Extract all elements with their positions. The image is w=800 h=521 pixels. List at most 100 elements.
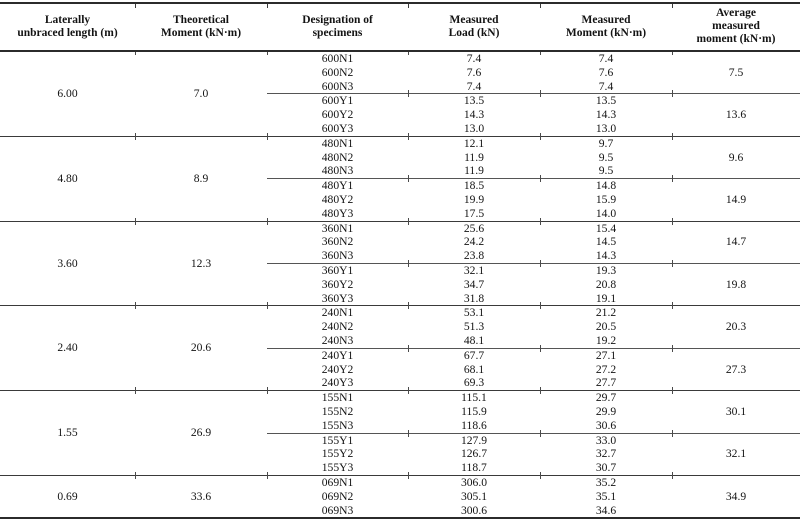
measured-load-cell: 13.5	[407, 90, 540, 109]
table-body: 6.00 7.0 600N1 7.4 7.4 7.5 600N2 7.6 7.6 600N3 7.4…	[0, 51, 800, 519]
theoretical-moment-cell: 7.0	[134, 51, 267, 136]
designation-cell: 240Y2	[321, 362, 354, 376]
average-moment-cell: 30.1	[671, 387, 800, 434]
specimen-row: 600Y3 13.0 13.0	[0, 122, 800, 136]
specimen-row: 600N2 7.6 7.6	[0, 66, 800, 80]
average-moment-cell: 14.9	[671, 175, 800, 222]
specimen-row: 155N2 115.9 29.9	[0, 405, 800, 419]
specimen-row: 069N3 300.6 34.6	[0, 504, 800, 519]
average-moment-cell: 34.9	[671, 472, 800, 519]
specimen-row: 480N3 11.9 9.5	[0, 164, 800, 178]
measured-load-cell: 127.9	[407, 429, 540, 448]
specimen-row: 069N2 305.1 35.1	[0, 490, 800, 504]
average-moment-cell: 14.7	[671, 218, 800, 264]
designation-cell: 480Y3	[321, 206, 354, 220]
designation-cell: 480N3	[321, 164, 354, 178]
designation-cell: 155N2	[321, 404, 354, 418]
designation-cell: 069N2	[321, 489, 354, 503]
specimen-row: 600N3 7.4 7.4	[0, 80, 800, 94]
designation-cell: 155Y2	[321, 447, 354, 461]
unbraced-length-cell: 0.69	[0, 474, 135, 519]
designation-cell: 600N1	[266, 51, 408, 66]
measured-load-cell: 24.2	[463, 235, 485, 249]
specimen-row: 600Y1 13.5 13.5 13.6	[0, 90, 800, 137]
measured-load-cell: 17.5	[463, 206, 485, 220]
designation-cell: 480Y1	[267, 178, 408, 193]
specimen-row: 155Y1 127.9 33.0 32.1	[0, 429, 800, 476]
average-moment-cell: 7.5	[671, 51, 800, 94]
specimen-row: 6.00 7.0 600N1 7.4 7.4 7.5	[0, 51, 800, 100]
designation-cell: 155Y1	[267, 432, 408, 448]
measured-moment-cell: 27.7	[595, 376, 617, 390]
measured-moment-cell: 21.2	[539, 302, 672, 321]
designation-cell: 480N2	[321, 150, 354, 164]
designation-cell: 155Y3	[321, 461, 354, 475]
designation-cell: 600Y1	[267, 93, 408, 109]
designation-cell: 240Y1	[267, 347, 408, 363]
specimen-row: 155Y2 126.7 32.7	[0, 447, 800, 461]
measured-moment-cell: 13.0	[595, 121, 617, 135]
measured-moment-cell: 32.7	[595, 447, 617, 461]
unbraced-length-cell: 6.00	[57, 86, 78, 100]
specimen-row: 360Y2 34.7 20.8	[0, 278, 800, 292]
col-header-measured-moment: Measured Moment (kN·m)	[539, 3, 672, 52]
designation-cell: 069N1	[266, 472, 408, 490]
measured-moment-cell: 30.7	[595, 461, 617, 475]
measured-load-cell: 7.4	[466, 79, 482, 93]
theoretical-moment-cell: 8.9	[134, 133, 267, 222]
measured-moment-cell: 30.6	[595, 418, 617, 432]
measured-load-cell: 51.3	[463, 320, 485, 334]
measured-moment-cell: 14.5	[595, 235, 617, 249]
measured-moment-cell: 35.2	[539, 472, 672, 490]
measured-load-cell: 31.8	[463, 291, 485, 305]
measured-moment-cell: 14.8	[539, 175, 672, 193]
designation-cell: 360Y1	[267, 262, 408, 278]
measured-load-cell: 14.3	[463, 108, 485, 122]
measured-moment-cell: 9.7	[539, 133, 672, 151]
measured-moment-cell: 7.4	[539, 51, 672, 66]
average-moment-cell: 9.6	[671, 133, 800, 179]
measured-load-cell: 126.7	[460, 447, 488, 461]
designation-cell: 480Y2	[321, 192, 354, 206]
designation-cell: 360Y2	[321, 277, 354, 291]
unbraced-length-cell: 3.60	[0, 220, 135, 306]
specimen-row: 480N2 11.9 9.5	[0, 151, 800, 165]
measured-load-cell: 12.1	[407, 133, 540, 151]
measured-moment-cell: 20.5	[595, 320, 617, 334]
specimen-row: 0.69 33.6 069N1 306.0 35.2 34.9	[0, 472, 800, 519]
unbraced-length-cell: 1.55	[0, 390, 135, 476]
measured-moment-cell: 27.2	[595, 362, 617, 376]
measured-load-cell: 19.9	[463, 192, 485, 206]
designation-cell: 360N3	[321, 249, 354, 263]
designation-cell: 360Y3	[321, 291, 354, 305]
designation-cell: 240N2	[321, 320, 354, 334]
specimen-row: 240Y2 68.1 27.2	[0, 363, 800, 377]
measured-moment-cell: 19.2	[595, 333, 617, 347]
measured-load-cell: 53.1	[407, 302, 540, 321]
table-header: Laterally unbraced length (m) Theoretica…	[0, 3, 800, 52]
specimen-row: 480Y2 19.9 15.9	[0, 193, 800, 207]
measured-moment-cell: 13.5	[539, 90, 672, 109]
measured-load-cell: 34.7	[463, 277, 485, 291]
designation-cell: 155N3	[321, 418, 354, 432]
specimen-row: 3.60 12.3 360N1 25.6 15.4 14.7	[0, 217, 800, 306]
col-header-theoretical-moment: Theoretical Moment (kN·m)	[134, 3, 267, 52]
measured-moment-cell: 19.1	[595, 291, 617, 305]
measured-moment-cell: 14.3	[595, 249, 617, 263]
measured-load-cell: 13.0	[463, 121, 485, 135]
specimen-row: 155N3 118.6 30.6	[0, 419, 800, 433]
measured-load-cell: 11.9	[464, 150, 484, 164]
designation-cell: 360N1	[266, 217, 408, 236]
designation-cell: 240N1	[266, 302, 408, 321]
specimen-row: 155Y3 118.7 30.7	[0, 461, 800, 475]
designation-cell: 600N2	[321, 65, 354, 79]
measured-load-cell: 305.1	[460, 489, 488, 503]
measured-load-cell: 23.8	[463, 249, 485, 263]
specimen-row: 4.80 8.9 480N1 12.1 9.7 9.6	[0, 133, 800, 222]
measured-load-cell: 48.1	[463, 333, 485, 347]
specimen-row: 480Y3 17.5 14.0	[0, 207, 800, 221]
average-moment-cell: 32.1	[671, 429, 800, 476]
unbraced-length-cell: 4.80	[0, 135, 135, 222]
